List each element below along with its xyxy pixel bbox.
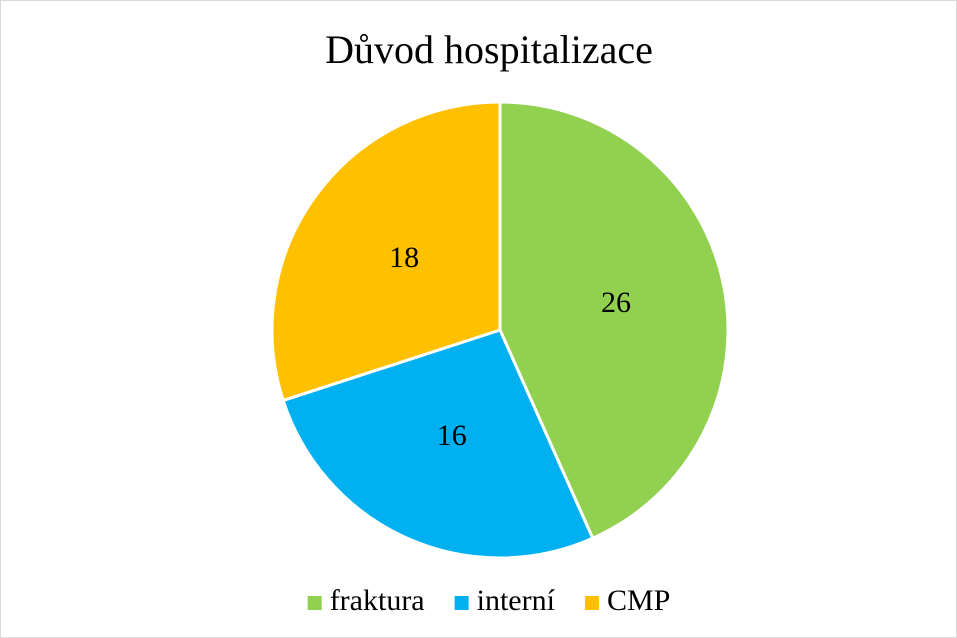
chart-title: Důvod hospitalizace [325, 27, 653, 72]
data-label: 16 [437, 419, 467, 452]
legend-label: interní [477, 584, 556, 617]
legend-label: CMP [607, 584, 670, 617]
legend-swatch [584, 596, 599, 610]
data-label: 26 [601, 286, 631, 319]
pie-slice [270, 100, 502, 403]
legend-swatch [454, 596, 469, 610]
legend-label: fraktura [330, 584, 425, 617]
pie-slice [498, 100, 730, 541]
data-label: 18 [389, 241, 419, 274]
pie-slice [281, 328, 595, 560]
legend-swatch [307, 596, 322, 610]
